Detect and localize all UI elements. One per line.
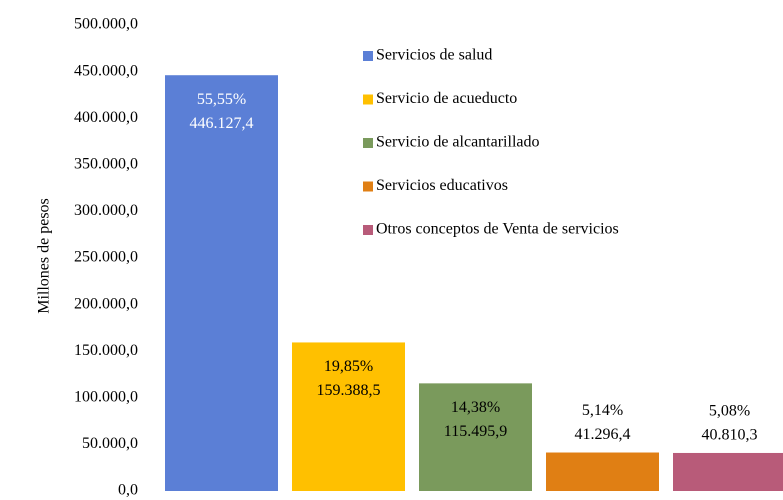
bar bbox=[673, 452, 783, 491]
legend-swatch bbox=[363, 94, 373, 105]
y-tick-label: 50.000,0 bbox=[82, 435, 138, 452]
legend-label: Servicios de salud bbox=[376, 47, 492, 64]
y-tick-label: 400.000,0 bbox=[74, 109, 138, 126]
y-tick-label: 200.000,0 bbox=[74, 295, 138, 312]
value-label: 115.495,9 bbox=[444, 423, 507, 440]
legend-label: Servicio de acueducto bbox=[376, 90, 517, 107]
share-label: 5,08% bbox=[709, 403, 750, 420]
legend-swatch bbox=[363, 51, 373, 61]
y-tick-label: 150.000,0 bbox=[74, 342, 138, 359]
legend-label: Otros conceptos de Venta de servicios bbox=[376, 221, 619, 238]
y-tick-label: 500.000,0 bbox=[74, 16, 138, 33]
y-tick-label: 450.000,0 bbox=[74, 62, 138, 79]
legend-label: Servicios educativos bbox=[376, 177, 508, 194]
bar bbox=[419, 383, 532, 491]
y-tick-label: 300.000,0 bbox=[74, 202, 138, 219]
value-label: 446.127,4 bbox=[190, 115, 254, 132]
share-label: 55,55% bbox=[197, 91, 246, 108]
share-label: 5,14% bbox=[582, 402, 623, 419]
legend-swatch bbox=[363, 225, 373, 235]
y-tick-label: 100.000,0 bbox=[74, 388, 138, 405]
value-label: 40.810,3 bbox=[702, 427, 758, 444]
value-label: 159.388,5 bbox=[317, 382, 381, 399]
bar bbox=[165, 75, 278, 492]
share-label: 19,85% bbox=[324, 358, 373, 375]
legend-swatch bbox=[363, 181, 373, 192]
legend-swatch bbox=[363, 138, 373, 148]
legend-label: Servicio de alcantarillado bbox=[376, 134, 539, 151]
y-tick-label: 350.000,0 bbox=[74, 155, 138, 172]
share-label: 14,38% bbox=[451, 399, 500, 416]
y-tick-label: 0,0 bbox=[118, 482, 138, 499]
y-axis-label: Millones de pesos bbox=[36, 198, 53, 314]
bar bbox=[292, 342, 405, 491]
value-label: 41.296,4 bbox=[575, 426, 631, 443]
y-tick-label: 250.000,0 bbox=[74, 249, 138, 266]
bar bbox=[546, 452, 659, 491]
